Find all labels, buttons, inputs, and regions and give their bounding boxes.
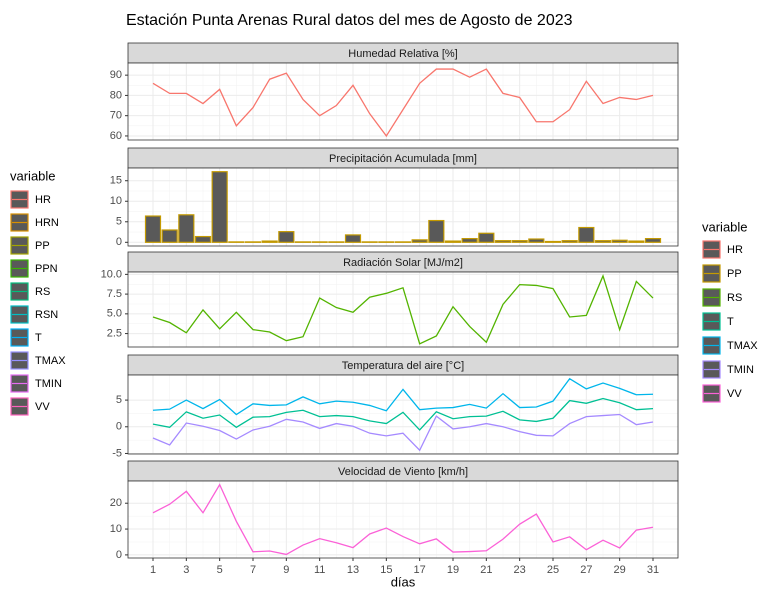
bar: [478, 232, 495, 243]
x-tick-label: 27: [580, 564, 592, 576]
bar: [578, 226, 595, 243]
y-tick-label: 80: [110, 89, 122, 101]
x-tick-label: 3: [183, 564, 189, 576]
y-tick-label: 10: [110, 195, 122, 207]
panel-border: [127, 374, 679, 455]
legend-label: VV: [727, 388, 742, 400]
legend-label: PP: [727, 268, 742, 280]
bar: [461, 238, 478, 243]
line: [152, 68, 654, 138]
legend-title: variable: [10, 168, 56, 183]
x-tick-label: 13: [347, 564, 359, 576]
legend-label: TMAX: [727, 340, 758, 352]
line: [152, 413, 654, 452]
legend-label: PP: [35, 240, 50, 252]
x-tick-label: 29: [614, 564, 626, 576]
legend-label: RS: [727, 292, 742, 304]
legend-title: variable: [702, 219, 748, 234]
x-tick-label: 5: [217, 564, 223, 576]
x-tick-label: 17: [414, 564, 426, 576]
legend-label: TMIN: [35, 378, 62, 390]
legend-label: TMAX: [35, 355, 66, 367]
y-tick-label: 90: [110, 69, 122, 81]
bar: [611, 239, 628, 243]
y-tick-label: 60: [110, 130, 122, 142]
legend-label: HR: [727, 244, 743, 256]
legend-label: RS: [35, 286, 50, 298]
bar: [628, 240, 645, 243]
x-tick-label: 23: [514, 564, 526, 576]
panel-title: Precipitación Acumulada [mm]: [329, 153, 477, 165]
x-tick-label: 1: [150, 564, 156, 576]
panel-border: [127, 167, 679, 247]
panel-title: Temperatura del aire [°C]: [342, 360, 464, 372]
x-tick-label: 31: [647, 564, 659, 576]
line: [152, 274, 654, 345]
bar: [411, 239, 428, 243]
bar: [161, 229, 178, 243]
x-tick-label: 7: [250, 564, 256, 576]
y-tick-label: 70: [110, 110, 122, 122]
legend-label: VV: [35, 401, 50, 413]
x-tick-label: 11: [314, 564, 325, 576]
legend-label: HRN: [35, 217, 59, 229]
bar: [644, 238, 662, 243]
legend-label: T: [727, 316, 734, 328]
bar: [544, 240, 562, 243]
bar: [511, 240, 528, 243]
y-tick-label: 5: [116, 216, 122, 228]
y-tick-label: 5: [116, 394, 122, 406]
panel-title: Radiación Solar [MJ/m2]: [343, 257, 463, 269]
bar: [528, 238, 545, 243]
y-tick-label: 0: [116, 549, 122, 561]
bar: [444, 240, 462, 243]
legend-label: T: [35, 332, 42, 344]
bar: [278, 231, 295, 243]
legend-label: TMIN: [727, 364, 754, 376]
legend-label: HR: [35, 194, 51, 206]
bar: [178, 214, 195, 243]
x-tick-label: 15: [380, 564, 392, 576]
bar: [561, 240, 578, 243]
bar: [494, 240, 512, 243]
bar: [594, 240, 612, 243]
y-tick-label: 5.0: [107, 308, 122, 320]
line: [152, 397, 654, 431]
panel-title: Velocidad de Viento [km/h]: [338, 466, 468, 478]
chart-title: Estación Punta Arenas Rural datos del me…: [126, 12, 573, 29]
y-tick-label: 15: [110, 175, 122, 187]
x-tick-label: 21: [480, 564, 492, 576]
y-tick-label: 10: [110, 523, 122, 535]
bar: [261, 240, 278, 243]
panel-border: [127, 62, 679, 141]
line: [152, 483, 654, 556]
x-tick-label: 19: [447, 564, 459, 576]
x-tick-label: 25: [547, 564, 559, 576]
bar: [428, 219, 445, 243]
x-tick-label: 9: [283, 564, 289, 576]
bar: [344, 234, 362, 243]
y-tick-label: 0: [116, 421, 122, 433]
x-axis-title: días: [391, 574, 416, 589]
y-tick-label: 10.0: [101, 268, 122, 280]
panel-title: Humedad Relativa [%]: [348, 48, 457, 60]
bar: [144, 215, 162, 243]
y-tick-label: 0: [116, 236, 122, 248]
bar: [194, 235, 212, 243]
panel-border: [127, 271, 679, 348]
y-tick-label: 2.5: [107, 327, 122, 339]
y-tick-label: 20: [110, 497, 122, 509]
y-tick-label: -5: [112, 447, 122, 459]
y-tick-label: 7.5: [107, 288, 122, 300]
legend-label: PPN: [35, 263, 58, 275]
panel-border: [127, 480, 679, 559]
bar: [211, 171, 228, 243]
line: [152, 377, 654, 416]
legend-label: RSN: [35, 309, 58, 321]
